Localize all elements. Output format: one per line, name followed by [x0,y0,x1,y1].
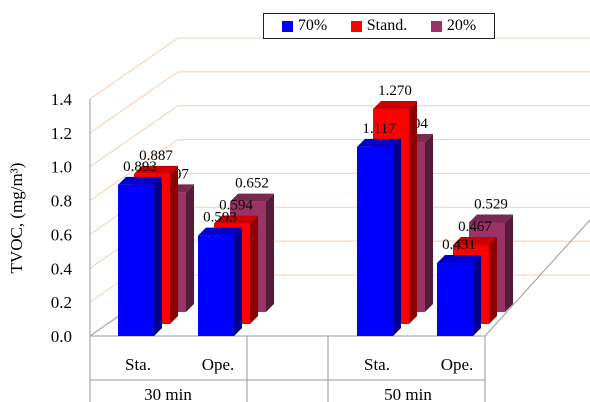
y-axis-label: TVOC, (mg/m³) [7,163,26,274]
bar-top [134,165,178,174]
data-label: 1.270 [378,83,412,99]
data-label: 0.529 [474,196,508,212]
bar-side [154,176,162,336]
bar-top [437,255,481,264]
side-gridline [89,105,179,168]
legend-label: 20% [446,17,477,34]
y-tick-label: 0.4 [51,259,73,278]
data-label: 0.593 [203,210,237,226]
legend-label: Stand. [366,17,408,34]
bar-top [230,193,274,202]
bar-side [409,101,417,324]
bar-side [234,227,242,336]
y-tick-label: 0.2 [51,293,72,312]
bar-side [505,214,513,312]
bar-side [393,138,401,336]
side-gridline [89,37,179,100]
category-label: Sta. [125,355,151,374]
y-tick-label: 1.2 [51,124,72,143]
y-tick-label: 1.4 [51,90,73,109]
floor-right-edge [484,219,590,337]
legend-item: Stand. [350,17,408,35]
legend-swatch [430,20,442,32]
bar-side [170,165,178,324]
bar-top [198,227,242,236]
bar-side [489,236,497,324]
legend-item: 20% [430,17,477,35]
data-label: 0.467 [458,219,492,235]
bar-70% [357,146,393,336]
category-label: Sta. [364,355,390,374]
legend-item: 70% [281,17,328,35]
bar-top [214,215,258,224]
bar-side [186,184,194,312]
bar-70% [118,184,154,336]
chart-legend: 70% Stand. 20% [263,13,495,39]
data-label: 0.893 [123,159,157,175]
bar-top [453,236,497,245]
y-tick-label: 1.0 [51,158,72,177]
bar-side [266,193,274,312]
data-label: 1.117 [362,121,396,137]
group-label: 30 min [144,385,192,402]
data-label: 0.887 [139,148,173,164]
legend-swatch [281,20,293,32]
bar-top [373,101,417,110]
data-label: 0.431 [442,237,476,253]
bar-top [357,138,401,147]
category-label: Ope. [441,355,474,374]
group-label: 50 min [384,385,432,402]
legend-swatch [350,20,362,32]
legend-label: 70% [297,17,328,34]
y-tick-label: 0.8 [51,192,72,211]
y-tick-label: 0.0 [51,327,72,346]
side-gridline [89,139,179,201]
data-label: 0.652 [235,176,269,192]
data-label: 0.594 [219,197,253,213]
bar-side [473,255,481,336]
side-gridline [89,71,179,134]
bar-side [250,215,258,324]
y-tick-label: 0.6 [51,225,72,244]
bar-70% [198,235,234,336]
bar-top [469,214,513,223]
bar-top [118,176,162,185]
category-label: Ope. [202,355,235,374]
bar-side [425,134,433,312]
bar-70% [437,263,473,336]
